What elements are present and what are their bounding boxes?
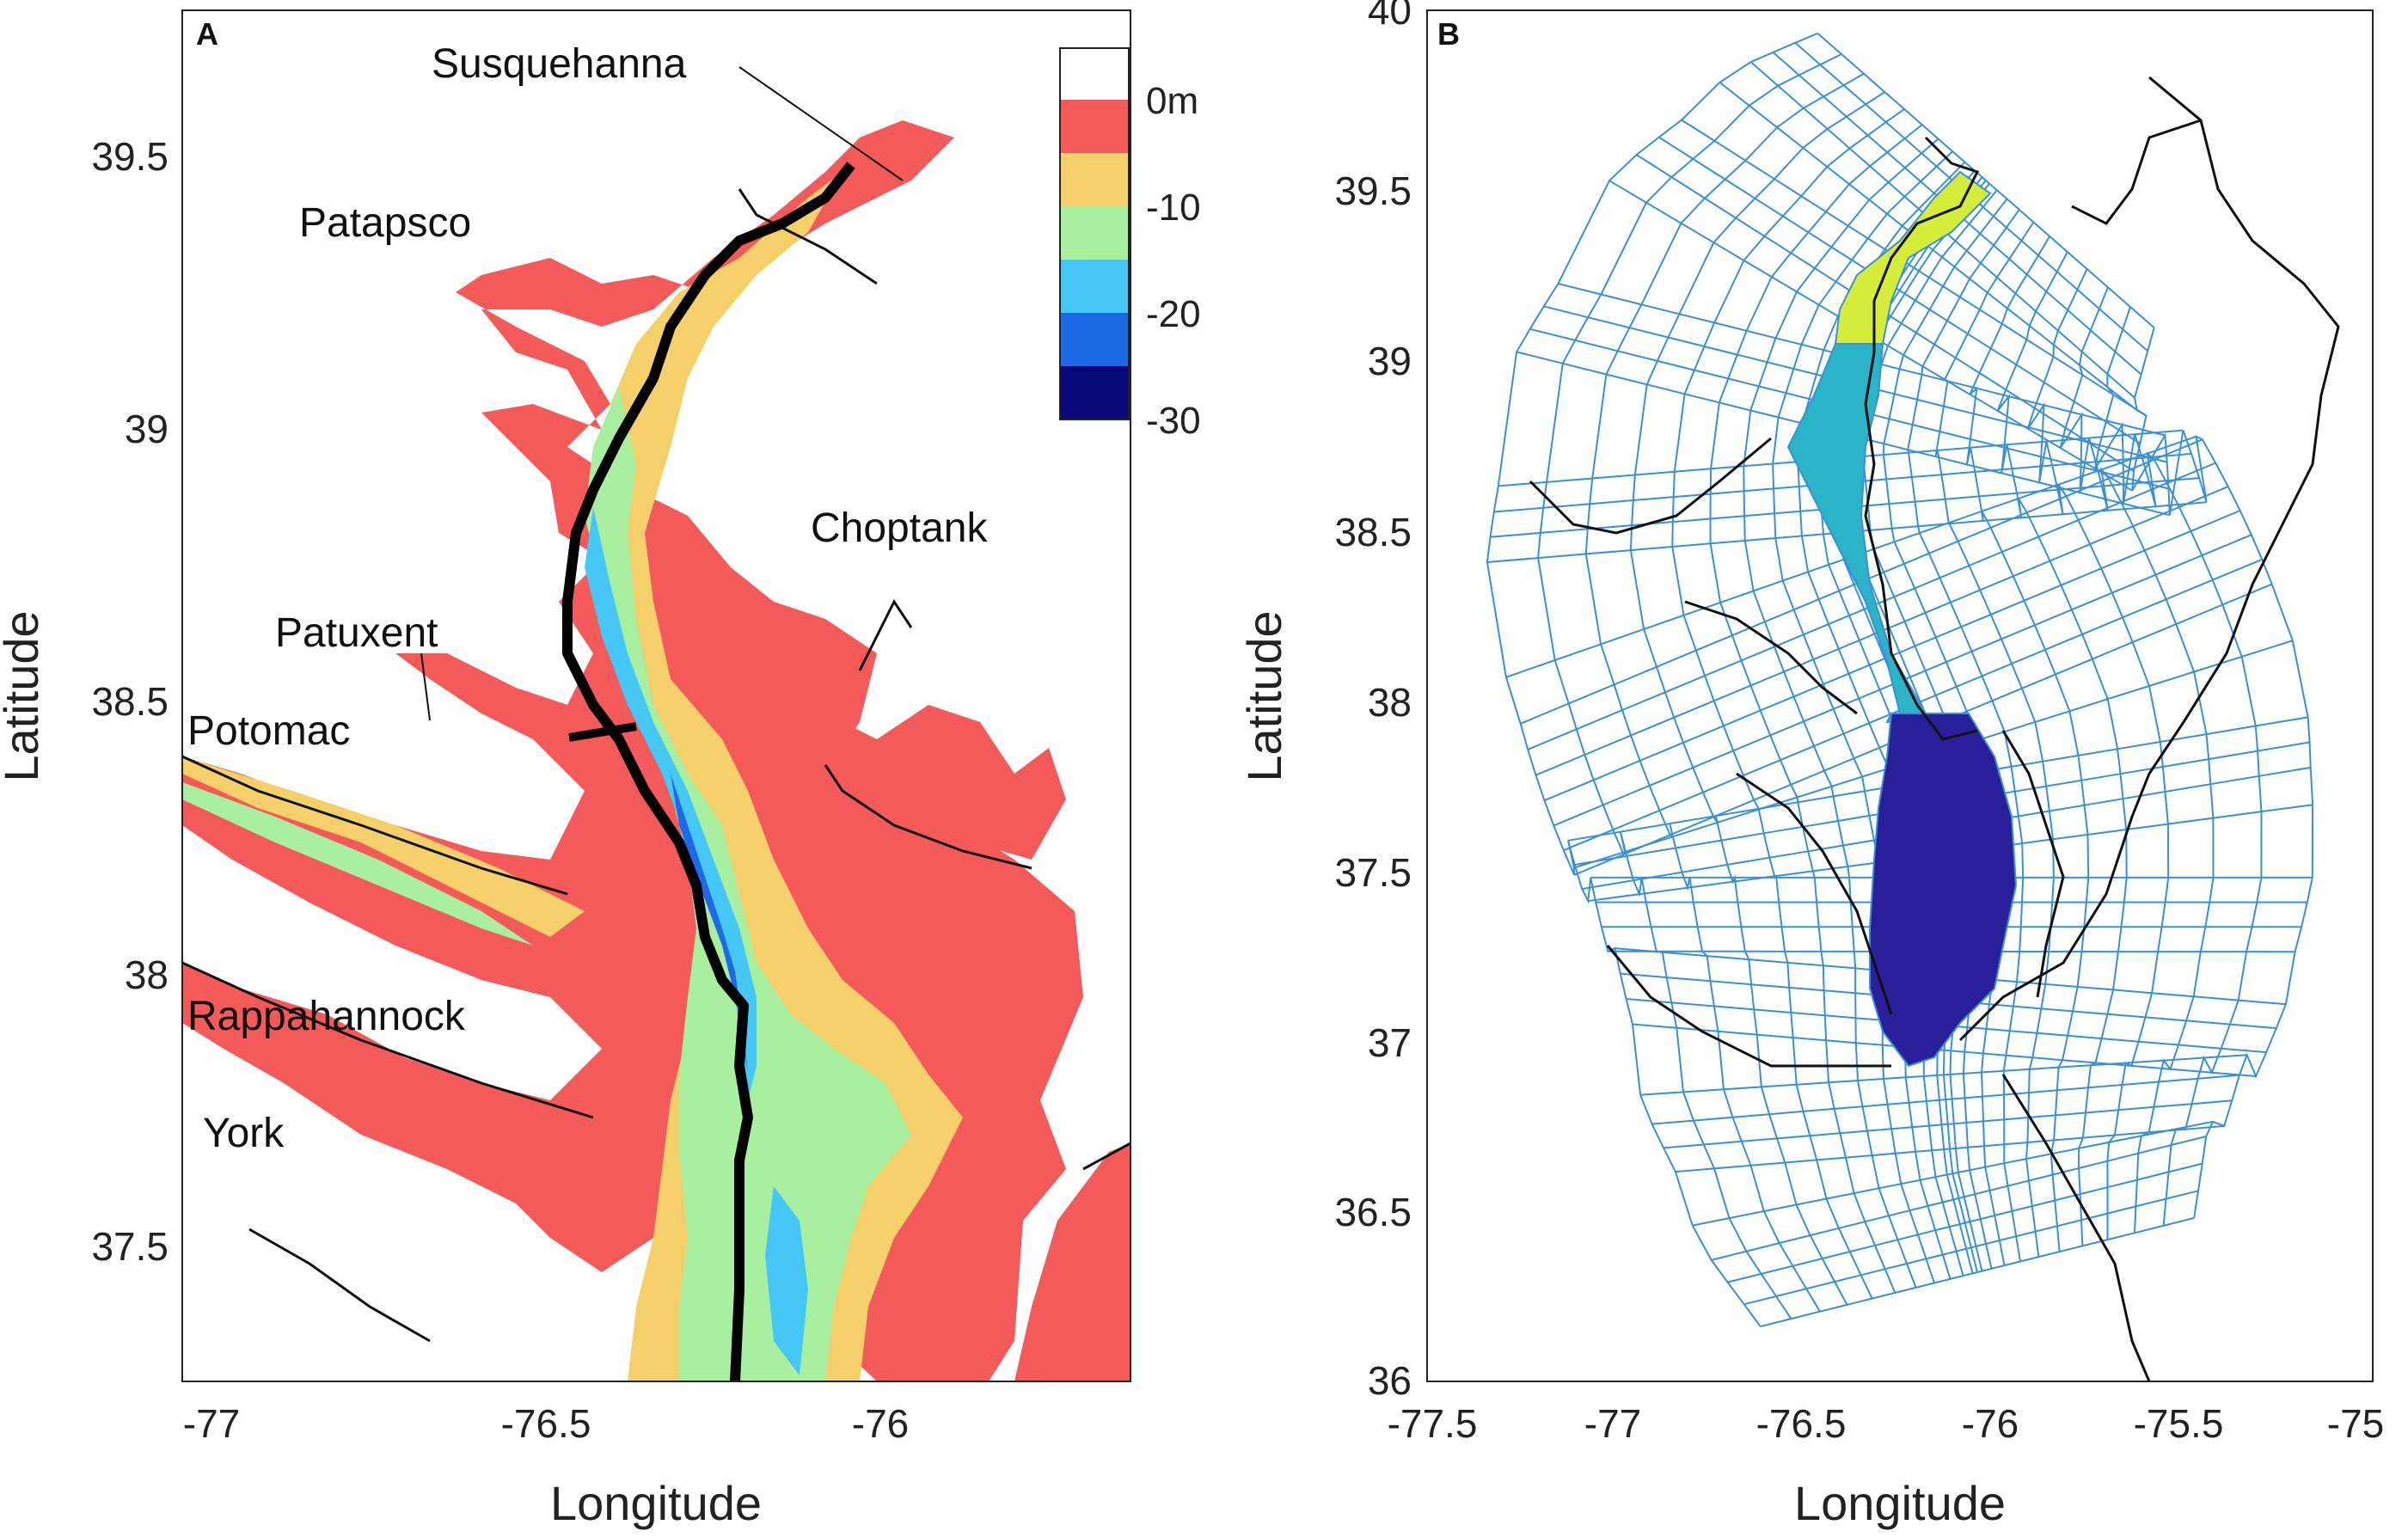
colorbar-swatch-0-5 bbox=[1060, 100, 1129, 153]
colorbar-tick-10: -10 bbox=[1146, 187, 1201, 229]
y-tick: 39.5 bbox=[91, 134, 168, 179]
y-tick: 39.5 bbox=[1334, 168, 1412, 213]
grid-line-along bbox=[1486, 32, 1818, 1327]
panel-b-label: B bbox=[1437, 16, 1460, 52]
panel-b-frame bbox=[1426, 9, 2374, 1382]
grid-line-along bbox=[1934, 221, 2055, 1258]
depth-band-east bbox=[757, 705, 1066, 877]
y-tick: 36.5 bbox=[1334, 1190, 1412, 1234]
grid-line-along bbox=[2059, 286, 2215, 1234]
panel-b-x-axis: -77.5 -77 -76.5 -76 -75.5 -75 bbox=[1388, 1401, 2385, 1446]
colorbar-tick-20: -20 bbox=[1146, 293, 1201, 335]
grid-line-along bbox=[1965, 236, 2090, 1252]
x-tick: -77 bbox=[183, 1401, 240, 1446]
river-label-patuxent: Patuxent bbox=[275, 610, 438, 656]
grid-line-along bbox=[1584, 72, 1865, 1313]
y-tick: 39 bbox=[1368, 339, 1412, 383]
x-tick: -76.5 bbox=[1756, 1401, 1847, 1446]
model-grid-plot bbox=[1486, 32, 2340, 1381]
y-tick: 38.5 bbox=[91, 679, 168, 724]
grid-line-along bbox=[1537, 53, 1842, 1320]
grid-line-along bbox=[2131, 327, 2314, 1219]
panel-a-y-label: Latitude bbox=[0, 610, 48, 781]
grid-line-along bbox=[1882, 198, 2008, 1266]
panel-b-y-axis: 40 39.5 39 38.5 38 37.5 37 36.5 36 bbox=[1334, 0, 1412, 1403]
curvilinear-grid bbox=[1486, 32, 2314, 1328]
y-tick: 38 bbox=[125, 952, 168, 997]
panel-a-map: A Susquehanna Patapsco Choptank Patuxent… bbox=[0, 9, 1201, 1530]
river-label-york: York bbox=[203, 1111, 285, 1156]
x-tick: -76 bbox=[852, 1401, 909, 1446]
transect-line bbox=[568, 722, 637, 742]
y-tick: 39 bbox=[125, 407, 168, 451]
coastline bbox=[182, 188, 1130, 1343]
grid-segment-lower bbox=[1869, 713, 2018, 1068]
x-tick: -76.5 bbox=[501, 1401, 591, 1446]
x-tick: -76 bbox=[1962, 1401, 2019, 1446]
patuxent-leader bbox=[420, 652, 431, 721]
panel-b-grid: B 40 39.5 39 38.5 38 37.5 37 36.5 36 -77… bbox=[1237, 0, 2384, 1530]
grid-line-along bbox=[1671, 108, 1905, 1300]
y-tick: 37.5 bbox=[91, 1224, 168, 1269]
main-channel-line bbox=[562, 162, 855, 1381]
panel-a-label: A bbox=[196, 16, 218, 52]
river-label-choptank: Choptank bbox=[811, 505, 988, 551]
depth-colorbar: 0m -10 -20 -30 bbox=[1059, 47, 1201, 442]
colorbar-swatch-20-25 bbox=[1060, 313, 1129, 366]
river-label-susquehanna: Susquehanna bbox=[432, 41, 687, 87]
x-tick: -75.5 bbox=[2134, 1401, 2224, 1446]
colorbar-swatch-25-30 bbox=[1060, 366, 1129, 419]
colorbar-swatch-5-10 bbox=[1060, 153, 1129, 206]
grid-line-along bbox=[2026, 268, 2170, 1240]
colorbar-tick-30: -30 bbox=[1146, 400, 1201, 442]
grid-line-along bbox=[1907, 209, 2025, 1262]
x-tick: -77.5 bbox=[1388, 1401, 1478, 1446]
grid-line-along bbox=[1862, 189, 1998, 1270]
y-tick: 38.5 bbox=[1334, 510, 1412, 554]
colorbar-swatch-15-20 bbox=[1060, 260, 1129, 313]
panel-a-frame bbox=[181, 9, 1131, 1382]
y-tick: 37.5 bbox=[1334, 850, 1412, 895]
grid-segment-middle bbox=[1786, 343, 1969, 724]
depth-band-southeast bbox=[1014, 1143, 1130, 1381]
river-label-patapsco: Patapsco bbox=[299, 200, 471, 246]
river-label-potomac: Potomac bbox=[187, 708, 350, 754]
colorbar-swatch-10-15 bbox=[1060, 206, 1129, 260]
y-tick: 40 bbox=[1368, 0, 1412, 33]
grid-line-along bbox=[1772, 150, 1953, 1283]
panel-a-y-axis: 39.5 39 38.5 38 37.5 bbox=[91, 134, 168, 1269]
x-tick: -77 bbox=[1584, 1401, 1641, 1446]
panel-a-x-axis: -77 -76.5 -76 bbox=[183, 1401, 909, 1446]
depth-band-20-25 bbox=[671, 774, 748, 1075]
y-tick: 37 bbox=[1368, 1020, 1412, 1065]
susquehanna-leader bbox=[738, 66, 904, 181]
grid-line-along bbox=[1743, 138, 1939, 1289]
panel-a-x-label: Longitude bbox=[550, 1476, 762, 1530]
depth-band-15-20 bbox=[585, 507, 808, 1375]
bathymetry-map bbox=[182, 10, 1130, 1381]
x-tick: -75 bbox=[2327, 1401, 2384, 1446]
grid-line-along bbox=[1709, 124, 1923, 1294]
panel-b-x-label: Longitude bbox=[1794, 1476, 2006, 1530]
grid-line-along bbox=[1629, 91, 1885, 1306]
y-tick: 38 bbox=[1368, 680, 1412, 725]
depth-band-10-15 bbox=[182, 387, 911, 1381]
panel-b-y-label: Latitude bbox=[1237, 610, 1291, 781]
river-label-rappahannock: Rappahannock bbox=[187, 994, 466, 1039]
grid-line-along bbox=[1996, 251, 2128, 1246]
colorbar-tick-0: 0m bbox=[1146, 80, 1198, 122]
coastline-b bbox=[1529, 76, 2340, 1381]
y-tick: 36 bbox=[1368, 1358, 1412, 1403]
